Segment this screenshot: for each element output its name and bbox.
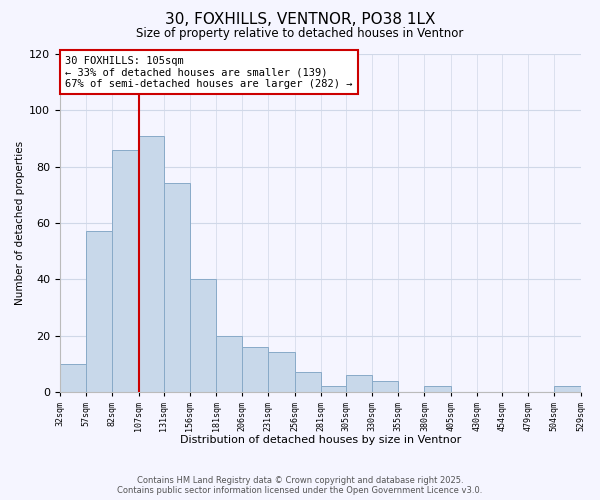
- Bar: [112, 150, 139, 392]
- Bar: [242, 347, 268, 392]
- Bar: [216, 336, 242, 392]
- Text: 30, FOXHILLS, VENTNOR, PO38 1LX: 30, FOXHILLS, VENTNOR, PO38 1LX: [165, 12, 435, 28]
- Bar: [554, 386, 581, 392]
- Bar: [321, 386, 346, 392]
- Bar: [190, 279, 216, 392]
- Bar: [60, 364, 86, 392]
- Bar: [139, 136, 164, 392]
- Bar: [268, 352, 295, 392]
- Text: Size of property relative to detached houses in Ventnor: Size of property relative to detached ho…: [136, 28, 464, 40]
- Bar: [346, 375, 372, 392]
- Bar: [164, 184, 190, 392]
- Bar: [295, 372, 321, 392]
- Bar: [372, 380, 398, 392]
- X-axis label: Distribution of detached houses by size in Ventnor: Distribution of detached houses by size …: [179, 435, 461, 445]
- Y-axis label: Number of detached properties: Number of detached properties: [15, 141, 25, 305]
- Bar: [86, 232, 112, 392]
- Bar: [424, 386, 451, 392]
- Text: Contains HM Land Registry data © Crown copyright and database right 2025.
Contai: Contains HM Land Registry data © Crown c…: [118, 476, 482, 495]
- Text: 30 FOXHILLS: 105sqm
← 33% of detached houses are smaller (139)
67% of semi-detac: 30 FOXHILLS: 105sqm ← 33% of detached ho…: [65, 56, 353, 89]
